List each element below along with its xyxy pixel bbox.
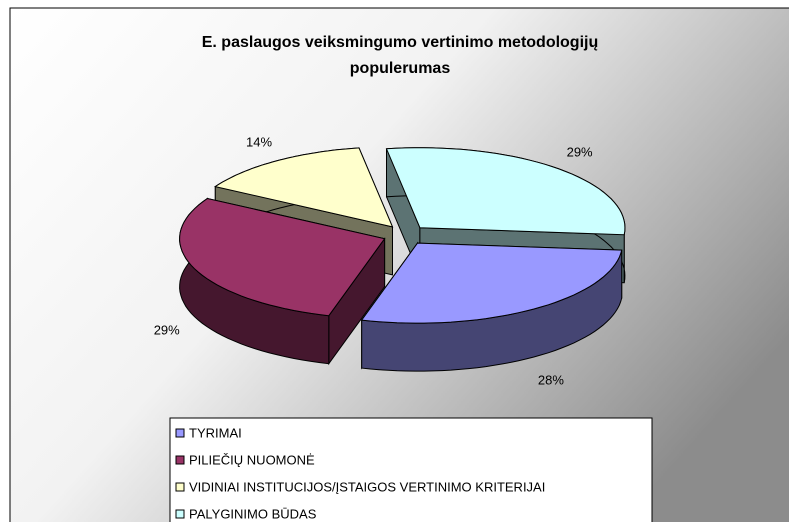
legend: TYRIMAI PILIEČIŲ NUOMONĖ VIDINIAI INSTITUC… [175, 425, 545, 521]
data-label: 14% [246, 134, 272, 149]
legend-swatch [175, 509, 185, 519]
pie: 28% 29% 14% 29% [154, 134, 626, 388]
legend-label: VIDINIAI INSTITUCIJOS/ĮSTAIGOS VERTINIMO… [189, 479, 545, 494]
chart-title: E. paslaugos veiksmingumo vertinimo meto… [201, 34, 599, 77]
legend-swatch [175, 482, 185, 492]
slice [214, 147, 394, 228]
legend-box [169, 417, 653, 522]
slice [385, 147, 626, 236]
legend-label: PILIEČIŲ NUOMONĖ [189, 452, 315, 467]
legend-label: TYRIMAI [189, 425, 242, 440]
slice [179, 197, 386, 317]
legend-swatch [175, 455, 185, 465]
legend-swatch [175, 428, 185, 438]
data-label: 29% [154, 322, 180, 337]
legend-label: PALYGINIMO BŪDAS [189, 506, 317, 521]
slice [360, 242, 623, 324]
data-label: 28% [538, 373, 564, 388]
data-label: 29% [567, 144, 593, 159]
